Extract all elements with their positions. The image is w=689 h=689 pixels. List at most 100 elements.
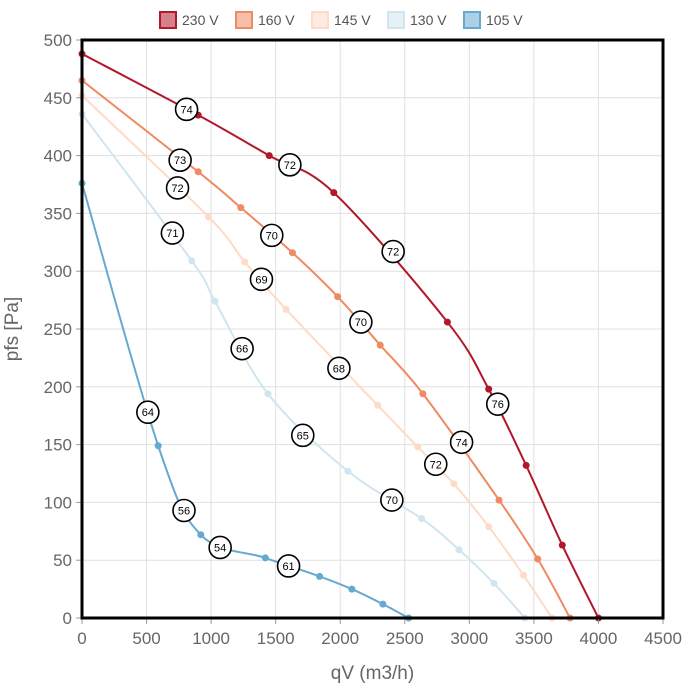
annotation-circle bbox=[423, 452, 448, 477]
annotation-circle bbox=[327, 356, 351, 381]
x-tick-label: 3500 bbox=[515, 629, 553, 648]
annotation-circle bbox=[449, 430, 474, 455]
annotation-label: 70 bbox=[386, 495, 398, 507]
data-point bbox=[288, 249, 296, 257]
data-point bbox=[261, 554, 269, 562]
legend-item[interactable]: 145 V bbox=[311, 11, 371, 29]
annotation-bubble: 54 bbox=[208, 535, 232, 560]
legend-swatch bbox=[311, 11, 329, 29]
x-tick-label: 4000 bbox=[580, 629, 618, 648]
annotation-label: 70 bbox=[355, 317, 367, 329]
annotation-bubble: 66 bbox=[230, 336, 254, 361]
legend-swatch bbox=[235, 11, 253, 29]
data-point bbox=[376, 341, 384, 349]
data-point bbox=[316, 572, 324, 580]
annotation-bubble: 64 bbox=[136, 400, 160, 425]
data-point bbox=[455, 546, 463, 554]
data-point bbox=[344, 467, 352, 475]
annotation-bubble: 74 bbox=[174, 97, 199, 122]
data-point bbox=[495, 496, 503, 504]
data-point bbox=[282, 305, 290, 313]
annotation-circle bbox=[259, 223, 284, 248]
annotation-label: 73 bbox=[174, 155, 186, 167]
annotation-label: 74 bbox=[180, 104, 192, 116]
data-point bbox=[443, 318, 451, 326]
annotation-label: 69 bbox=[255, 274, 267, 286]
annotation-circle bbox=[136, 400, 160, 425]
data-point bbox=[264, 390, 272, 398]
data-point bbox=[188, 257, 196, 265]
annotation-label: 61 bbox=[282, 561, 294, 573]
series-line-105v bbox=[81, 183, 410, 619]
y-tick-label: 300 bbox=[44, 262, 72, 281]
annotation-label: 72 bbox=[387, 247, 399, 259]
annotation-bubble: 70 bbox=[259, 223, 284, 248]
legend-label: 105 V bbox=[486, 12, 523, 28]
y-tick-label: 250 bbox=[44, 320, 72, 339]
data-point bbox=[558, 541, 566, 549]
legend-item[interactable]: 230 V bbox=[159, 11, 219, 29]
legend-label: 160 V bbox=[258, 12, 295, 28]
legend-item[interactable]: 105 V bbox=[463, 11, 523, 29]
y-tick-label: 400 bbox=[44, 147, 72, 166]
annotation-bubble: 70 bbox=[349, 310, 373, 334]
series-line-145v bbox=[81, 94, 553, 619]
legend-label: 230 V bbox=[182, 12, 219, 28]
annotation-label: 71 bbox=[166, 228, 178, 240]
data-point bbox=[520, 571, 528, 579]
annotation-bubble: 72 bbox=[381, 239, 405, 264]
annotation-circle bbox=[174, 97, 199, 122]
annotation-bubble: 73 bbox=[168, 148, 192, 173]
data-point bbox=[534, 555, 542, 563]
annotation-label: 66 bbox=[236, 344, 248, 356]
annotation-bubble: 72 bbox=[165, 176, 190, 200]
annotation-label: 76 bbox=[492, 399, 504, 411]
data-point bbox=[154, 442, 162, 450]
annotation-circle bbox=[380, 488, 404, 512]
data-point bbox=[348, 585, 356, 593]
annotation-label: 72 bbox=[171, 183, 183, 195]
legend-swatch bbox=[387, 11, 405, 29]
annotation-bubble: 72 bbox=[423, 452, 448, 477]
annotation-bubble: 56 bbox=[172, 498, 196, 523]
data-point bbox=[205, 213, 213, 221]
x-tick-label: 0 bbox=[77, 629, 86, 648]
legend-item[interactable]: 160 V bbox=[235, 11, 295, 29]
axes: 0 500 1000 1500 2000 2500 3000 3500 4000 4500 0 50 1… bbox=[44, 31, 682, 648]
x-tick-label: 1000 bbox=[192, 629, 230, 648]
annotation-circle bbox=[381, 239, 405, 264]
data-point bbox=[237, 204, 245, 212]
annotation-bubble: 65 bbox=[290, 423, 315, 448]
y-tick-label: 200 bbox=[44, 378, 72, 397]
annotation-bubble: 70 bbox=[380, 488, 404, 512]
annotation-label: 68 bbox=[333, 363, 345, 375]
legend[interactable]: 230 V 160 V 145 V 130 V 105 V bbox=[159, 11, 523, 29]
x-axis-title: qV (m3/h) bbox=[331, 663, 414, 684]
plot-frame bbox=[80, 38, 665, 620]
x-tick-label: 1500 bbox=[257, 629, 295, 648]
data-point bbox=[418, 515, 426, 523]
annotation-bubble: 72 bbox=[278, 153, 302, 177]
data-point bbox=[485, 385, 493, 393]
annotation-bubble: 74 bbox=[449, 430, 474, 455]
annotation-label: 54 bbox=[214, 542, 226, 554]
annotation-circle bbox=[290, 423, 315, 448]
annotation-circle bbox=[485, 392, 510, 416]
x-tick-label: 2500 bbox=[386, 629, 424, 648]
legend-label: 145 V bbox=[334, 12, 371, 28]
annotation-circle bbox=[278, 153, 302, 177]
legend-item[interactable]: 130 V bbox=[387, 11, 447, 29]
annotation-bubble: 76 bbox=[485, 392, 510, 416]
data-point bbox=[330, 189, 338, 197]
annotation-circle bbox=[249, 267, 274, 292]
data-point bbox=[450, 480, 458, 488]
annotation-bubble: 68 bbox=[327, 356, 351, 381]
data-point bbox=[241, 258, 249, 266]
y-tick-label: 50 bbox=[53, 551, 72, 570]
data-point bbox=[419, 390, 427, 398]
data-point bbox=[379, 600, 387, 608]
legend-label: 130 V bbox=[410, 12, 447, 28]
series-line-130v bbox=[81, 113, 526, 619]
x-tick-label: 2000 bbox=[321, 629, 359, 648]
